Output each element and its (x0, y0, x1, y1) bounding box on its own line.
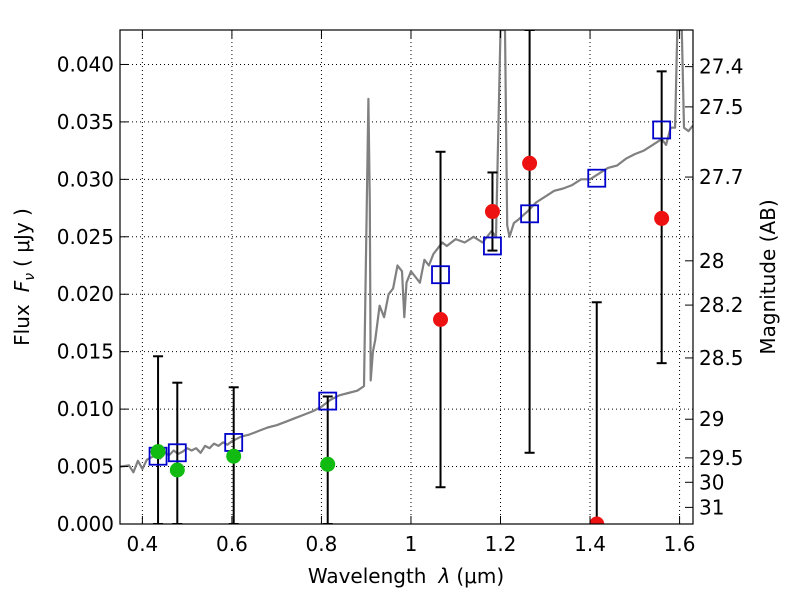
y-tick-label: 0.030 (57, 167, 114, 191)
mag-tick-label: 31 (699, 495, 724, 519)
model-photometry-square (483, 236, 502, 256)
mag-tick-label: 28.5 (699, 346, 744, 370)
y-axis-ticks: 0.000 0.005 0.010 0.015 0.020 0.025 0.030 0.035… (57, 52, 128, 536)
x-tick-label: 1 (405, 532, 418, 556)
observed-photometry-points (150, 155, 670, 524)
nir-flux-point (433, 312, 449, 328)
mag-tick-label: 27.4 (699, 55, 744, 79)
y-tick-label: 0.020 (57, 282, 114, 306)
error-bar (172, 381, 183, 524)
x-tick-label: 1.6 (664, 532, 696, 556)
model-photometry-square (587, 168, 607, 188)
model-photometry-points (148, 120, 672, 466)
y-tick-label: 0.040 (57, 52, 114, 76)
mag-tick-label: 29.5 (699, 446, 744, 470)
mag-tick-label: 28.2 (699, 293, 744, 317)
y-tick-label: 0.000 (57, 512, 114, 536)
optical-flux-point (320, 456, 336, 472)
x-axis-label: Wavelength λ (μm) (308, 564, 504, 588)
x-tick-label: 0.8 (306, 532, 338, 556)
x-axis-ticks: 0.4 0.6 0.8 1 1.2 1.4 1.6 (126, 30, 695, 556)
right-axis-label: Magnitude (AB) (756, 199, 780, 354)
mag-tick-label: 27.5 (699, 95, 744, 119)
mag-tick-label: 29 (699, 407, 724, 431)
plot-area (120, 30, 693, 524)
error-bar (153, 355, 164, 524)
y-axis-label: FluxFν( μJy ) (10, 208, 38, 346)
error-bar (524, 30, 535, 454)
plot-frame (119, 29, 694, 525)
x-tick-label: 0.6 (216, 532, 248, 556)
nir-flux-point (589, 516, 605, 524)
model-photometry-square (520, 204, 540, 224)
mag-tick-label: 28 (699, 249, 724, 273)
y-tick-label: 0.015 (57, 340, 114, 364)
x-tick-label: 1.2 (485, 532, 517, 556)
y-tick-label: 0.010 (57, 397, 114, 421)
model-photometry-square (652, 120, 672, 140)
x-tick-label: 1.4 (574, 532, 606, 556)
y-tick-label: 0.035 (57, 110, 114, 134)
nir-flux-point (522, 155, 538, 171)
optical-flux-point (226, 448, 242, 464)
mag-tick-label: 27.7 (699, 165, 744, 189)
grid-lines (120, 30, 693, 525)
optical-flux-point (169, 462, 185, 478)
model-photometry-square (167, 443, 187, 463)
nir-flux-point (484, 204, 500, 220)
y-tick-label: 0.025 (57, 225, 114, 249)
error-bar (591, 301, 602, 524)
y-tick-label: 0.005 (57, 455, 114, 479)
mag-tick-label: 30 (699, 470, 724, 494)
model-photometry-square (318, 391, 338, 411)
model-photometry-square (431, 265, 450, 285)
model-sed-line (120, 30, 693, 474)
optical-flux-point (150, 444, 166, 460)
x-tick-label: 0.4 (126, 532, 158, 556)
nir-flux-point (654, 210, 670, 226)
